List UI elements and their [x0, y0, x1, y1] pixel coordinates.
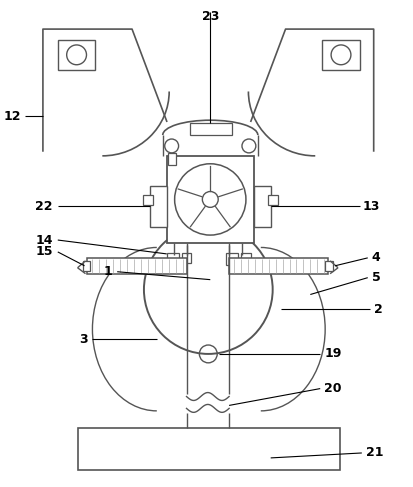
Text: 22: 22	[35, 200, 53, 213]
Text: 1: 1	[103, 265, 112, 278]
Bar	[150, 186, 166, 227]
Bar	[321, 40, 359, 70]
Text: 20: 20	[323, 382, 341, 395]
Text: 23: 23	[201, 10, 218, 23]
Text: 13: 13	[362, 200, 379, 213]
Bar	[142, 195, 152, 206]
Bar	[181, 253, 191, 263]
Bar	[167, 153, 175, 165]
Bar	[253, 186, 270, 227]
Bar	[58, 40, 95, 70]
Bar	[225, 253, 237, 265]
Text: 21: 21	[365, 447, 382, 459]
Bar	[267, 195, 277, 206]
Bar	[166, 253, 178, 265]
Text: 3: 3	[78, 333, 87, 346]
Text: 12: 12	[4, 110, 21, 123]
Bar	[228, 258, 328, 274]
Bar	[77, 428, 339, 470]
Bar	[87, 258, 186, 274]
Bar	[166, 156, 253, 243]
Text: 4: 4	[371, 251, 380, 264]
Bar	[324, 261, 332, 271]
Text: 14: 14	[35, 234, 53, 246]
Bar	[190, 123, 232, 135]
Bar	[240, 253, 250, 263]
Text: 2: 2	[373, 303, 382, 316]
Text: 15: 15	[35, 245, 53, 259]
Text: 5: 5	[371, 271, 380, 284]
Text: 19: 19	[323, 347, 341, 360]
Bar	[82, 261, 90, 271]
